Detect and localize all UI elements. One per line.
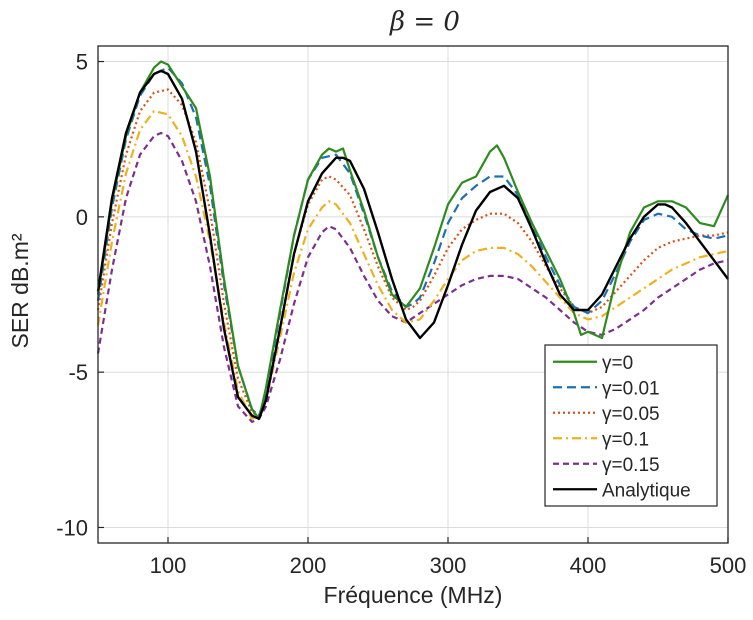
chart-title: β = 0 (389, 7, 460, 37)
legend-label-5: Analytique (602, 480, 691, 501)
legend: γ=0 γ=0.01 γ=0.05 γ=0.1 γ=0.15 Analytique (544, 344, 718, 507)
axes-frame (97, 45, 729, 544)
series-line-0 (96, 60, 730, 420)
y-tick-label: -10 (56, 515, 88, 540)
legend-label-4: γ=0.15 (602, 455, 660, 476)
x-tick-label: 500 (710, 553, 747, 578)
y-tick-label: 0 (76, 205, 88, 230)
series-line-2 (96, 88, 729, 417)
x-tick-label: 100 (150, 553, 187, 578)
legend-label-0: γ=0 (602, 353, 633, 374)
legend-label-3: γ=0.1 (602, 429, 649, 450)
series-line-3 (96, 110, 729, 420)
y-tick-label: 5 (76, 50, 88, 75)
x-tick-label: 400 (570, 553, 607, 578)
x-axis-label: Fréquence (MHz) (324, 582, 503, 608)
y-axis-label: SER dB.m² (7, 233, 33, 348)
series-line-4 (96, 131, 729, 423)
series-line-5 (96, 69, 729, 420)
legend-label-1: γ=0.01 (602, 378, 660, 399)
plot-area (96, 60, 730, 423)
legend-label-2: γ=0.05 (602, 404, 660, 425)
x-tick-label: 200 (290, 553, 327, 578)
axis-ticks: 100 200 300 400 500 5 0 -5 -10 (56, 50, 746, 578)
x-tick-label: 300 (430, 553, 467, 578)
y-tick-label: -5 (68, 360, 88, 385)
legend-box (544, 344, 718, 507)
